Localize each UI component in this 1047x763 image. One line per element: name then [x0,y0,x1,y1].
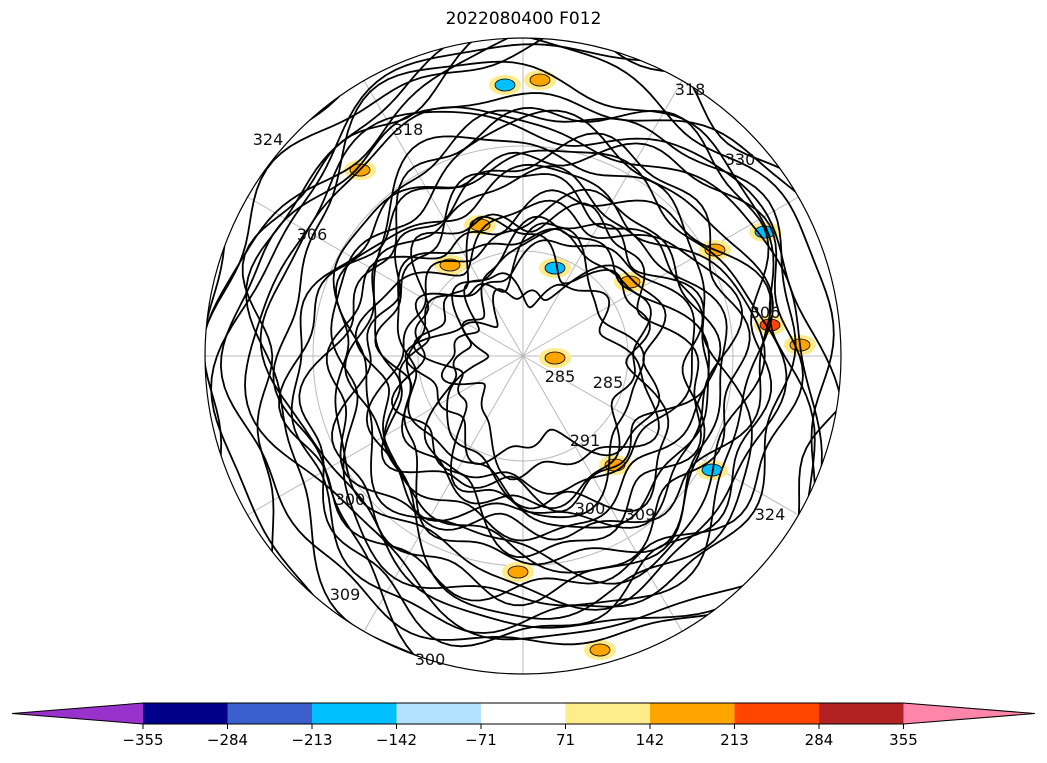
colorbar-tick-label: −213 [291,731,332,749]
colorbar-tick-label: 355 [889,731,918,749]
colorbar-segment [312,703,397,724]
contour-line [440,272,660,481]
contour-label: 330 [725,150,756,169]
contour-label: 318 [675,80,706,99]
map-boundary [204,37,842,675]
colorbar-segment [734,703,820,724]
contour-line [259,106,823,629]
contour-line [446,227,645,519]
contour-line [423,215,652,510]
contour-line [330,109,774,607]
contour-line [371,165,728,574]
plot-title: 2022080400 F012 [445,9,602,29]
contour-label: 300 [335,490,366,509]
contour-label: 309 [330,585,361,604]
contour-label: 285 [545,367,576,386]
contour-label: 306 [750,303,781,322]
colorbar-tick-label: −355 [122,731,163,749]
contour-lines [205,38,841,674]
meridian-line [363,355,524,632]
contour-line [335,163,766,585]
contour-line [331,132,751,607]
meridian-line [522,80,683,357]
colorbar-segment [650,703,735,724]
contour-label: 324 [755,505,786,524]
contour-line [404,264,667,466]
graticule [205,38,841,674]
contour-label: 309 [625,505,656,524]
contour-label: 291 [570,431,601,450]
colorbar-segment [481,703,566,724]
contour-line [332,149,788,611]
contour-line [325,189,772,541]
contour-label: 306 [297,225,328,244]
contour-line [245,38,835,674]
contour-line [380,222,710,513]
colorbar-tick-label: −142 [376,731,417,749]
contour-labels: 285 285 291 300 300 306 306 309 318 318 324 324 330 3… [253,80,786,669]
contour-line [290,109,797,634]
anomaly-patch [529,73,551,87]
colorbar-segment [143,703,228,724]
colorbar-tick-label: −284 [207,731,248,749]
colorbar-extend-low [12,703,143,724]
meridian-line [522,355,799,516]
contour-line [365,188,722,542]
colorbar-segment [565,703,651,724]
colorbar-segment [396,703,482,724]
meridian-line [247,196,524,357]
colorbar-tick-label: 213 [720,731,749,749]
colorbar-tick-label: −71 [465,731,497,749]
contour-line [219,92,841,646]
colorbar-segment [819,703,904,724]
contour-label: 324 [253,130,284,149]
anomaly-patch [544,261,566,275]
contour-label: 300 [575,499,606,518]
contour-line [278,142,804,602]
contour-label: 285 [593,373,624,392]
colorbar-tick-label: 71 [556,731,575,749]
anomaly-patch [544,351,566,365]
contour-line [210,43,841,674]
contour-line [391,202,702,559]
colorbar-tick-label: 142 [636,731,665,749]
anomaly-patch [494,78,516,92]
colorbar: −355 −284 −213 −142 −71 71 142 213 284 355 [11,702,1036,749]
colorbar-segment [227,703,313,724]
contour-line [244,110,841,641]
polar-map: 285 285 291 300 300 306 306 309 318 318 324 324 330 3… [204,37,842,675]
anomaly-patch [507,565,529,579]
anomaly-patch [589,643,611,657]
colorbar-extend-high [903,703,1035,724]
contour-label: 318 [393,120,424,139]
colorbar-tick-label: 284 [805,731,834,749]
